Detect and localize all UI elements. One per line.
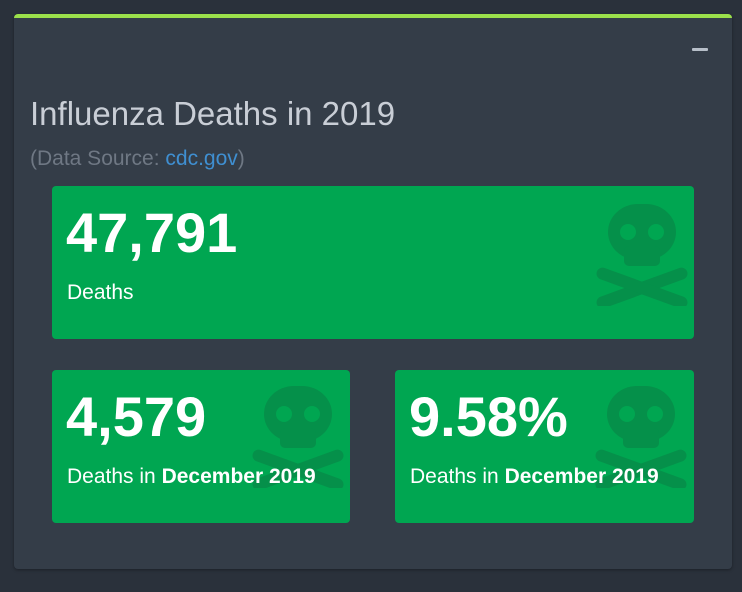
december-deaths-tile: 4,579 Deaths in December 2019 [52,370,350,523]
total-deaths-label-text: Deaths [67,281,134,304]
data-source-link[interactable]: cdc.gov [165,147,238,170]
data-source-prefix: (Data Source: [30,147,166,170]
skull-crossbones-icon [595,386,687,488]
december-percent-label: Deaths in December 2019 [410,464,659,490]
total-deaths-value: 47,791 [66,201,238,264]
skull-crossbones-icon [252,386,344,488]
data-source: (Data Source: cdc.gov) [30,146,245,172]
december-deaths-label-prefix: Deaths in [67,465,162,488]
total-deaths-label: Deaths [67,280,134,306]
december-deaths-label: Deaths in December 2019 [67,464,316,490]
december-percent-label-prefix: Deaths in [410,465,505,488]
influenza-deaths-widget: Influenza Deaths in 2019 (Data Source: c… [14,14,732,569]
collapse-button[interactable] [690,44,710,58]
total-deaths-tile: 47,791 Deaths [52,186,694,339]
december-deaths-label-period: December 2019 [161,465,316,488]
data-source-suffix: ) [237,147,245,170]
widget-title: Influenza Deaths in 2019 [30,95,396,132]
december-percent-tile: 9.58% Deaths in December 2019 [395,370,694,523]
december-deaths-value: 4,579 [66,385,207,448]
minus-icon [692,48,708,51]
december-percent-value: 9.58% [409,385,568,448]
skull-crossbones-icon [596,204,688,306]
december-percent-label-period: December 2019 [504,465,659,488]
